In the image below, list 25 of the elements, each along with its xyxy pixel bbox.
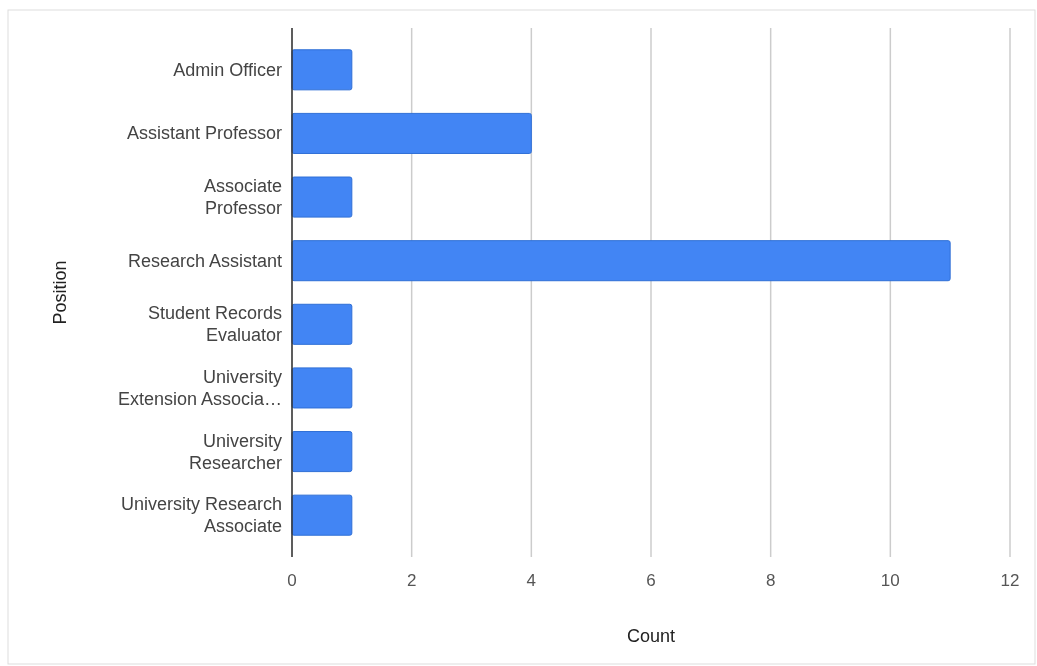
x-axis-title: Count (626, 626, 676, 646)
bar (291, 240, 951, 282)
bar (291, 176, 353, 218)
bar (291, 49, 353, 91)
bar (291, 367, 353, 409)
x-tick-label: 8 (765, 571, 776, 590)
bar (291, 494, 353, 536)
y-tick-label: Admin Officer (173, 59, 283, 80)
y-tick-label: Assistant Professor (126, 123, 282, 144)
x-tick-label: 10 (880, 571, 900, 590)
x-tick-label: 0 (287, 571, 297, 590)
x-tick-label: 12 (1000, 571, 1020, 590)
bar (291, 112, 532, 154)
y-tick-label: University Extension Associa… (117, 366, 282, 409)
y-tick-label: Associate Professor (203, 176, 282, 219)
x-tick-label: 6 (646, 571, 656, 590)
x-tick-label: 4 (526, 571, 537, 590)
bar (291, 431, 353, 473)
y-tick-label: University Researcher (188, 430, 282, 473)
x-tick-label: 2 (406, 571, 417, 590)
y-tick-label: Research Assistant (127, 250, 282, 271)
bar (291, 303, 353, 345)
y-tick-label: University Research Associate (120, 494, 282, 537)
y-tick-label: Student Records Evaluator (147, 303, 282, 346)
y-axis-title: Position (50, 260, 70, 325)
